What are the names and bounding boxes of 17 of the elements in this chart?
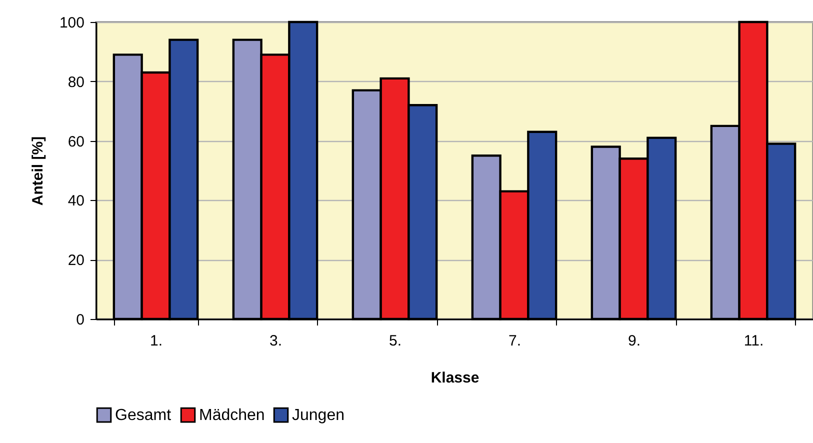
legend-label: Jungen <box>292 407 344 424</box>
x-tick-label: 5. <box>388 332 402 350</box>
x-tick-label: 11. <box>744 332 764 350</box>
x-tick-label: 3. <box>269 332 282 350</box>
y-tick-label: 100 <box>59 14 84 32</box>
x-tick-label: 9. <box>628 332 641 350</box>
y-tick-label: 60 <box>68 133 84 150</box>
y-axis-title: Anteil [%] <box>29 136 46 206</box>
y-tick-label: 20 <box>68 252 84 270</box>
y-tick-label: 80 <box>68 74 84 91</box>
legend-label: Gesamt <box>115 407 172 424</box>
x-tick-label: 1. <box>150 332 163 350</box>
x-axis-title: Klasse <box>430 370 480 386</box>
y-tick-label: 40 <box>68 192 84 210</box>
x-tick-label: 7. <box>508 332 522 350</box>
y-tick-label: 0 <box>76 312 84 328</box>
legend-label: Mädchen <box>199 407 265 424</box>
